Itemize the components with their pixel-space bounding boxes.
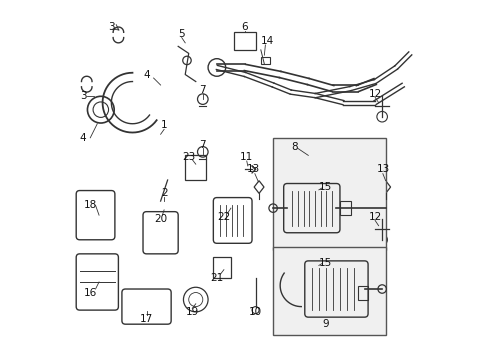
Text: 17: 17: [140, 314, 153, 324]
Bar: [358, 285, 368, 300]
Bar: [185, 156, 206, 180]
Text: 7: 7: [199, 140, 206, 150]
Bar: [273, 247, 386, 335]
Text: 8: 8: [291, 141, 297, 152]
Text: 4: 4: [80, 133, 87, 143]
Text: 12: 12: [368, 89, 382, 99]
Bar: [340, 201, 350, 215]
Text: 10: 10: [249, 307, 262, 317]
Text: 2: 2: [161, 188, 168, 198]
Text: 5: 5: [178, 29, 185, 39]
Text: 21: 21: [210, 274, 223, 283]
Text: 6: 6: [242, 22, 248, 32]
Text: 4: 4: [143, 69, 150, 80]
Bar: [234, 32, 256, 50]
Text: 22: 22: [217, 212, 230, 222]
Text: 13: 13: [247, 165, 260, 175]
Text: 15: 15: [319, 182, 333, 192]
Bar: [261, 57, 270, 64]
Bar: [273, 138, 386, 250]
Text: 15: 15: [319, 258, 333, 267]
Text: 23: 23: [182, 152, 196, 162]
Text: 19: 19: [186, 307, 199, 317]
Text: 3: 3: [108, 22, 115, 32]
Text: 3: 3: [80, 91, 87, 100]
Text: 7: 7: [199, 85, 206, 95]
Text: 20: 20: [154, 214, 167, 224]
Bar: [213, 257, 231, 279]
Text: 1: 1: [161, 121, 168, 130]
Text: 9: 9: [322, 319, 329, 329]
Text: 12: 12: [368, 212, 382, 222]
Text: 13: 13: [377, 165, 391, 175]
Text: 16: 16: [84, 288, 97, 297]
Text: 11: 11: [240, 152, 253, 162]
Text: 18: 18: [84, 199, 97, 210]
Text: 14: 14: [261, 36, 274, 46]
